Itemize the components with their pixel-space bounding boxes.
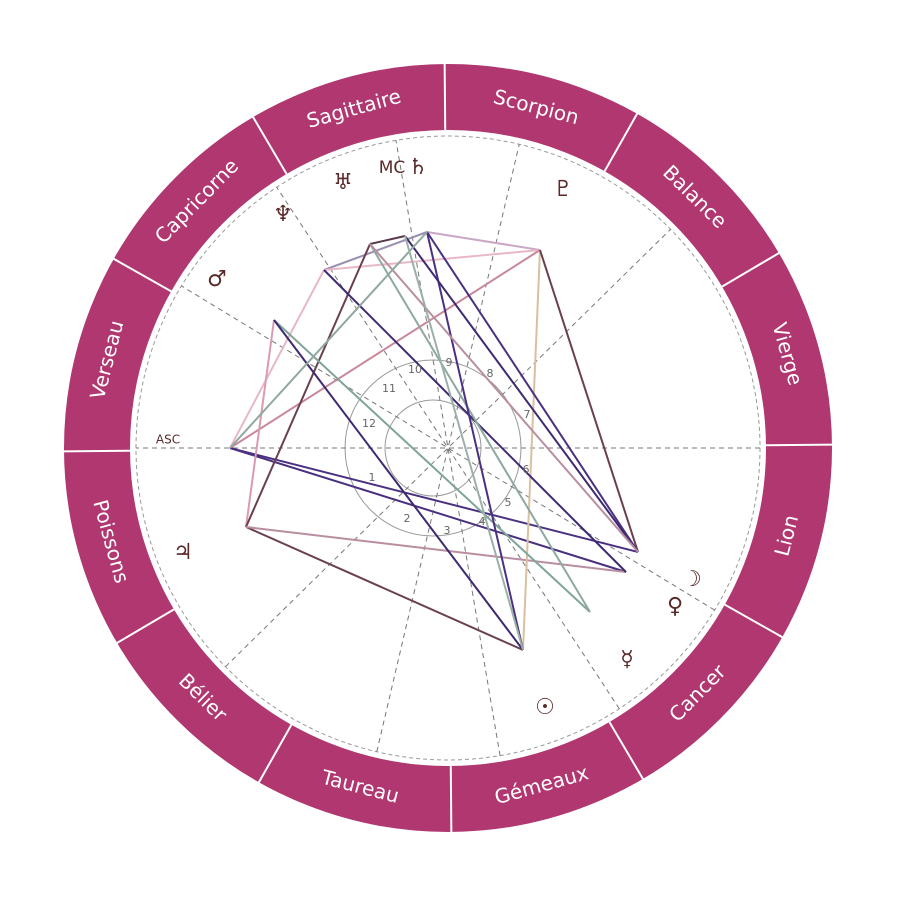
house-number: 11 <box>382 382 396 395</box>
aspect-line <box>229 249 541 449</box>
house-cusp <box>181 285 715 611</box>
aspect-line <box>245 526 524 651</box>
sign-divider <box>63 449 131 453</box>
house-cusp <box>276 186 620 710</box>
asc-label: ASC <box>156 433 180 447</box>
aspect-line <box>229 269 325 449</box>
house-number: 12 <box>362 417 376 430</box>
house-cusp <box>225 228 671 668</box>
house-cusp <box>395 140 501 756</box>
sign-divider <box>449 765 453 833</box>
aspect-line <box>426 231 639 553</box>
planet-glyph: ♅ <box>333 170 353 195</box>
aspect-line <box>229 231 428 449</box>
aspect-line <box>229 447 627 573</box>
sign-divider <box>608 721 645 781</box>
zodiac-ring <box>64 64 832 832</box>
house-number: 9 <box>446 356 453 369</box>
aspect-line <box>229 447 639 553</box>
house-number: 1 <box>369 471 376 484</box>
planet-glyph: ♄ <box>408 155 428 180</box>
sign-divider <box>603 112 639 172</box>
aspect-line <box>404 235 639 553</box>
house-cusp <box>376 144 520 752</box>
planet-glyph: ♀ <box>667 594 683 619</box>
house-number: 6 <box>523 463 530 476</box>
aspect-line <box>404 235 524 651</box>
house-number: 7 <box>524 408 531 421</box>
planet-glyph: ♆ <box>273 202 293 227</box>
aspect-line <box>426 231 524 651</box>
house-number: 3 <box>444 524 451 537</box>
sign-divider <box>721 251 781 288</box>
sign-divider <box>257 724 293 784</box>
planet-glyph: ☉ <box>535 695 555 720</box>
sign-divider <box>765 443 833 447</box>
aspect-line <box>369 243 639 553</box>
house-number: 4 <box>479 515 486 528</box>
aspect-line <box>369 235 406 245</box>
house-number: 10 <box>408 363 422 376</box>
aspect-line <box>539 249 639 553</box>
planet-glyph: ☽ <box>682 567 702 592</box>
sign-divider <box>115 608 175 645</box>
aspect-line <box>426 231 541 251</box>
planet-glyph: ♂ <box>207 267 227 292</box>
aspect-line <box>369 243 591 613</box>
house-number: 2 <box>404 512 411 525</box>
aspect-line <box>273 319 591 613</box>
house-number: 8 <box>487 367 494 380</box>
sign-divider <box>112 257 172 293</box>
planet-glyph: ♇ <box>553 177 573 202</box>
planet-glyph: ♃ <box>173 540 193 565</box>
sign-divider <box>724 603 784 639</box>
aspect-line <box>245 319 275 528</box>
aspect-line <box>245 243 371 528</box>
aspect-line <box>522 249 541 651</box>
aspect-line <box>273 319 524 651</box>
planet-glyph: ☿ <box>620 647 634 672</box>
sign-divider <box>251 115 288 175</box>
sign-divider <box>443 63 447 131</box>
mc-label: MC <box>379 158 406 178</box>
house-number: 5 <box>505 496 512 509</box>
